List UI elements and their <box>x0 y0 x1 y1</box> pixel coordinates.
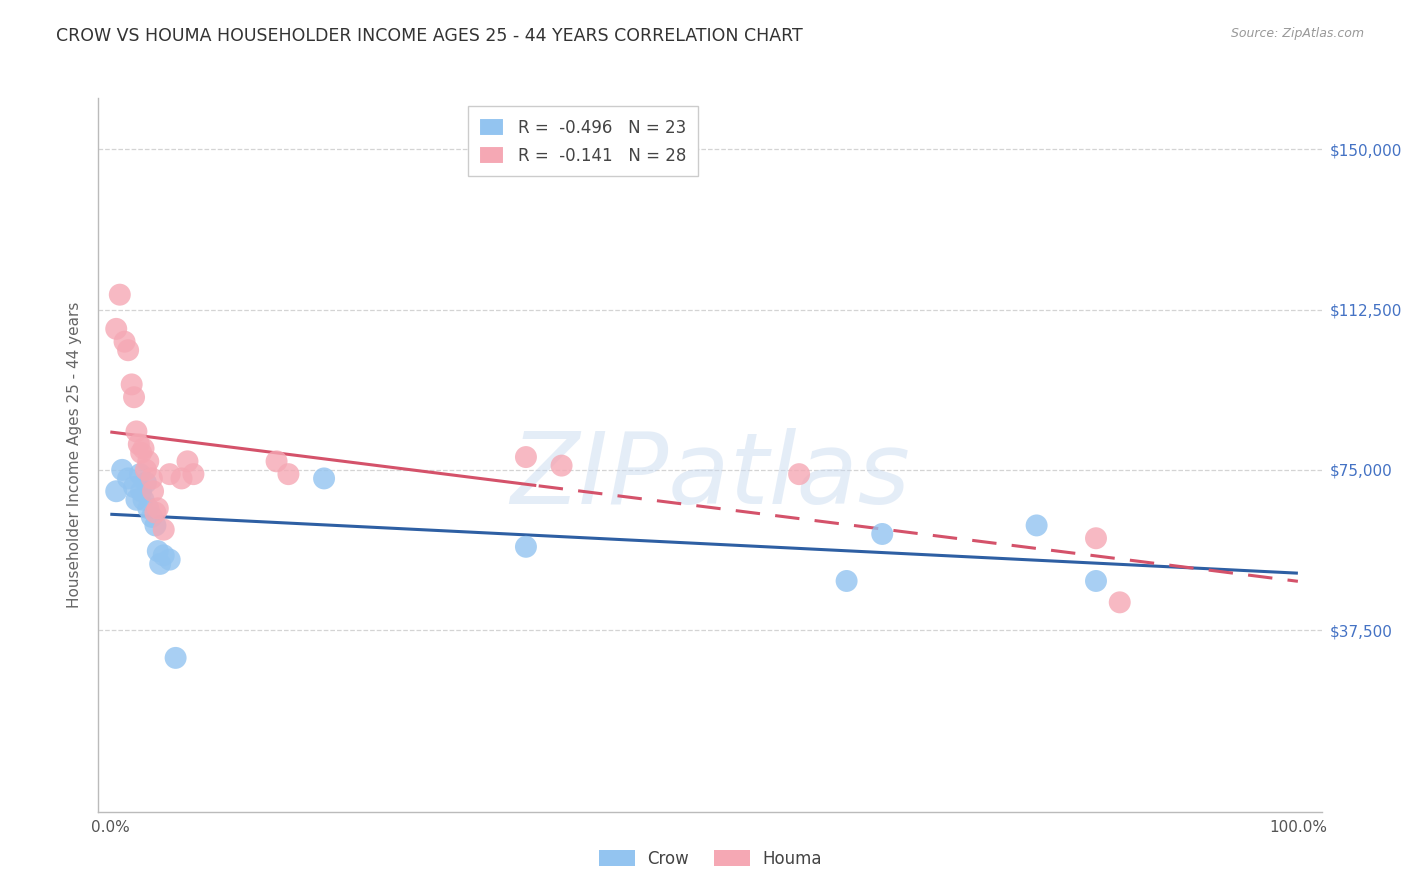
Point <box>183 467 205 482</box>
Point <box>122 390 145 404</box>
Point <box>1108 595 1130 609</box>
Point <box>114 334 136 349</box>
Text: CROW VS HOUMA HOUSEHOLDER INCOME AGES 25 - 44 YEARS CORRELATION CHART: CROW VS HOUMA HOUSEHOLDER INCOME AGES 25… <box>56 27 803 45</box>
Point <box>1025 518 1047 533</box>
Point <box>122 480 145 494</box>
Point <box>141 471 163 485</box>
Point <box>135 475 157 490</box>
Point <box>159 467 181 482</box>
Point <box>277 467 299 482</box>
Point <box>141 509 163 524</box>
Point <box>170 471 193 485</box>
Legend: Crow, Houma: Crow, Houma <box>592 844 828 875</box>
Point <box>105 322 128 336</box>
Point <box>159 552 181 566</box>
Point <box>125 425 148 439</box>
Point <box>145 518 167 533</box>
Point <box>266 454 288 468</box>
Point <box>121 377 143 392</box>
Point <box>136 501 159 516</box>
Point <box>128 437 150 451</box>
Text: Source: ZipAtlas.com: Source: ZipAtlas.com <box>1230 27 1364 40</box>
Point <box>870 527 893 541</box>
Point <box>312 471 335 485</box>
Point <box>129 484 152 499</box>
Point <box>176 454 198 468</box>
Point <box>129 467 152 482</box>
Point <box>132 492 155 507</box>
Point <box>111 463 134 477</box>
Point <box>149 557 172 571</box>
Point <box>152 549 174 563</box>
Point <box>515 450 537 464</box>
Point <box>142 484 165 499</box>
Point <box>135 463 157 477</box>
Point <box>146 544 169 558</box>
Point <box>125 492 148 507</box>
Point <box>165 651 187 665</box>
Point <box>117 343 139 358</box>
Point <box>132 442 155 456</box>
Point <box>117 471 139 485</box>
Point <box>145 506 167 520</box>
Point <box>515 540 537 554</box>
Point <box>550 458 572 473</box>
Point <box>787 467 810 482</box>
Point <box>136 454 159 468</box>
Point <box>108 287 131 301</box>
Text: ZIPatlas: ZIPatlas <box>510 428 910 524</box>
Point <box>152 523 174 537</box>
Point <box>146 501 169 516</box>
Y-axis label: Householder Income Ages 25 - 44 years: Householder Income Ages 25 - 44 years <box>67 301 83 608</box>
Point <box>1085 574 1108 588</box>
Point <box>1085 531 1108 545</box>
Point <box>105 484 128 499</box>
Point <box>835 574 858 588</box>
Point <box>129 446 152 460</box>
